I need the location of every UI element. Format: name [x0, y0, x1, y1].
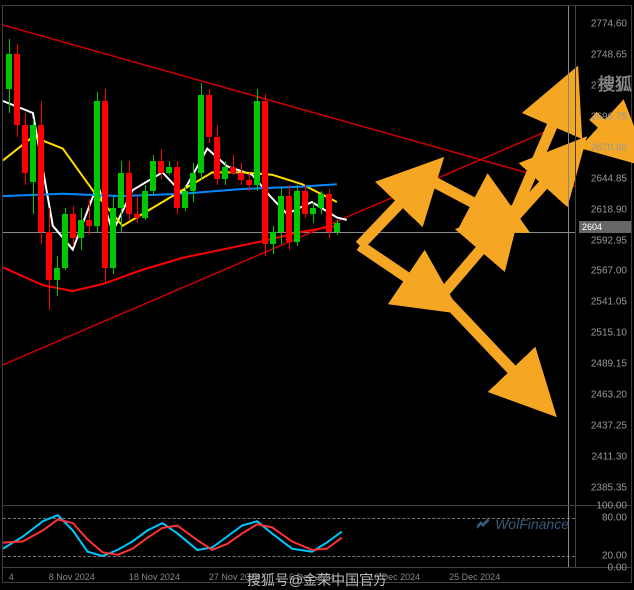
y-tick-label: 2411.30 — [592, 451, 627, 462]
y-tick-label: 2515.10 — [591, 328, 627, 339]
y-tick-label: 2696.75 — [591, 112, 627, 123]
y-tick-label: 2385.35 — [591, 482, 627, 493]
y-tick-label: 2670.80 — [591, 142, 627, 153]
chart-container: 2774.602748.652722.702696.752670.802644.… — [2, 5, 632, 583]
arrows-overlay — [3, 6, 575, 505]
watermark-text: 搜狐 — [598, 70, 632, 95]
y-tick-label: 2567.00 — [591, 266, 627, 277]
y-tick-label: 2618.90 — [591, 204, 627, 215]
footer-attribution: 搜狐号@金荣中国官方 — [0, 570, 634, 590]
y-tick-label: 2592.95 — [591, 235, 627, 246]
y-tick-label: 2541.05 — [591, 297, 627, 308]
crosshair-vertical — [568, 6, 569, 505]
lines-overlay — [3, 6, 575, 505]
oscillator-y-label: 100.00 — [596, 501, 627, 512]
y-tick-label: 2437.25 — [591, 420, 627, 431]
oscillator-y-label: 80.00 — [602, 513, 627, 524]
y-tick-label: 2774.60 — [591, 19, 627, 30]
y-tick-label: 2463.20 — [591, 390, 627, 401]
brand-logo: WolFinance — [475, 516, 569, 533]
oscillator-y-axis: 100.0080.0020.000.00 — [575, 506, 631, 568]
oscillator-level-line — [3, 556, 575, 557]
y-tick-label: 2489.15 — [591, 359, 627, 370]
y-tick-label: 2644.85 — [591, 173, 627, 184]
brand-text: WolFinance — [495, 516, 569, 532]
oscillator-y-label: 20.00 — [602, 550, 627, 561]
main-candlestick-chart[interactable] — [3, 6, 575, 506]
y-tick-label: 2748.65 — [591, 50, 627, 61]
current-price-tag: 2604 — [579, 221, 631, 233]
